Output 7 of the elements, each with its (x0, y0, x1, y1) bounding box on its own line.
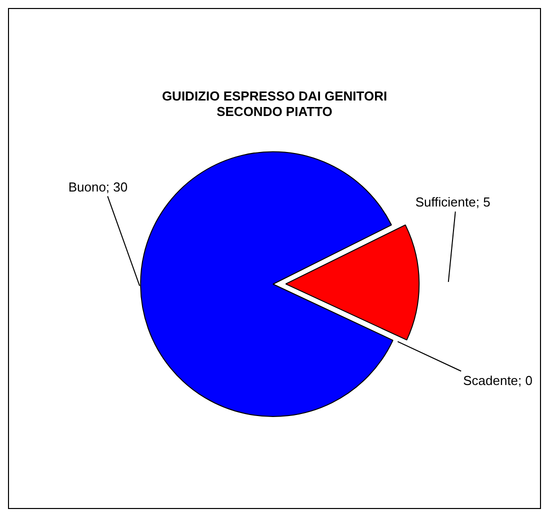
data-label: ; 30 (106, 179, 128, 194)
slice-label: Sufficiente (415, 194, 476, 210)
slice-label: Buono (68, 179, 106, 194)
category-label: Scadente (463, 373, 518, 388)
chart-title: GUIDIZIO ESPRESSO DAI GENITORI SECONDO PIATTO (162, 88, 388, 119)
data-label: ; 5 (476, 194, 490, 210)
text: ; 0 (518, 373, 533, 388)
